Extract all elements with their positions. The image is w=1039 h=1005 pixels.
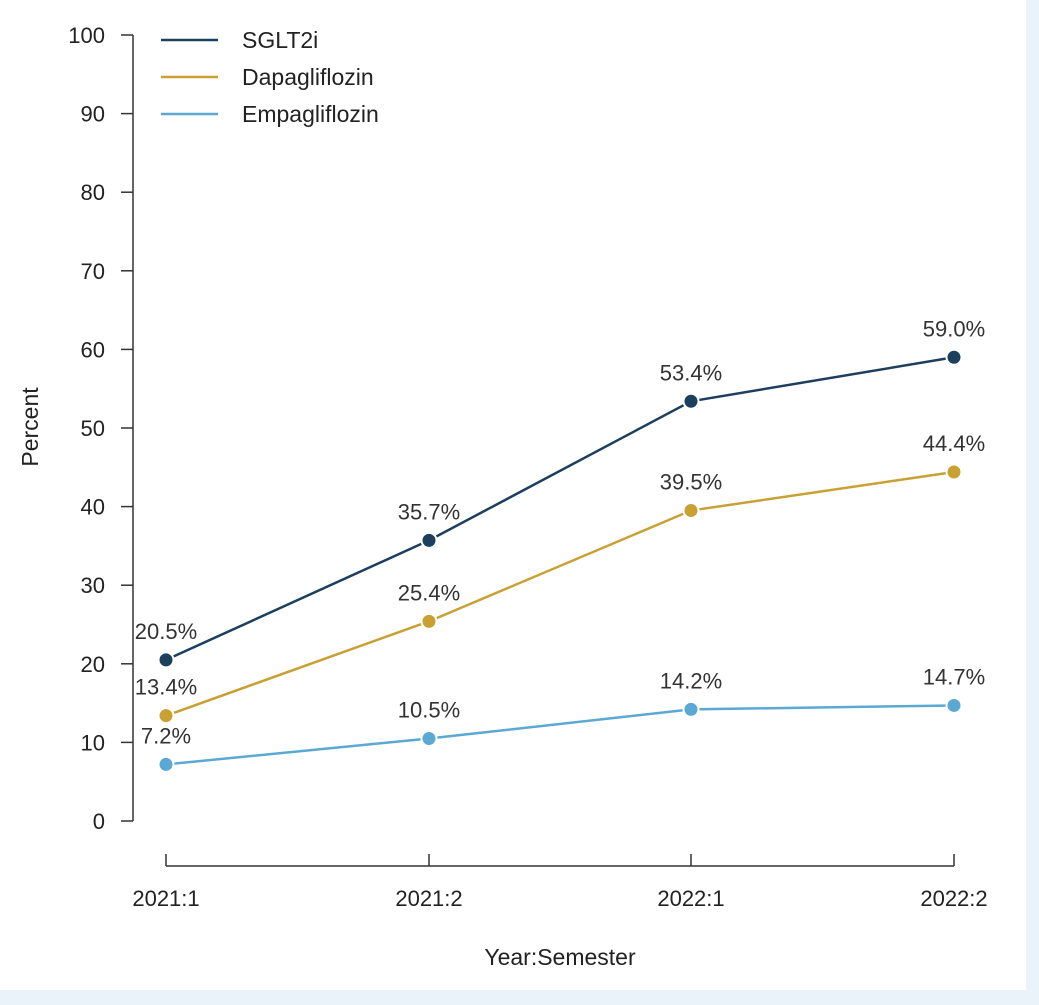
y-axis-title: Percent [17, 387, 43, 467]
y-tick-label: 40 [81, 495, 105, 520]
y-tick-label: 80 [81, 180, 105, 205]
legend: SGLT2i Dapagliflozin Empagliflozin [161, 27, 379, 127]
series-line [165, 704, 955, 766]
data-point [945, 463, 963, 481]
data-point [945, 696, 963, 714]
data-point [157, 707, 175, 725]
legend-label: SGLT2i [242, 27, 318, 53]
data-label: 14.2% [660, 668, 722, 693]
data-point [157, 755, 175, 773]
x-tick-label: 2021:2 [395, 886, 462, 911]
data-point [420, 729, 438, 747]
series-lines [165, 356, 955, 766]
y-tick-label: 10 [81, 730, 105, 755]
y-tick-label: 70 [81, 259, 105, 284]
data-point [945, 348, 963, 366]
axes: 0 10 20 30 40 50 60 70 80 90 100 2021:1 2021:2 2022:1… [68, 23, 987, 911]
y-tick-label: 100 [68, 23, 105, 48]
y-tick-label: 90 [81, 102, 105, 127]
data-label: 53.4% [660, 360, 722, 385]
y-tick-label: 50 [81, 416, 105, 441]
data-label: 39.5% [660, 470, 722, 495]
y-tick-label: 20 [81, 652, 105, 677]
data-label: 10.5% [398, 697, 460, 722]
y-tick-label: 0 [93, 809, 105, 834]
data-label: 14.7% [923, 664, 985, 689]
x-axis-title: Year:Semester [484, 944, 636, 970]
series-line [165, 356, 955, 662]
legend-label: Dapagliflozin [242, 64, 374, 90]
data-point [157, 651, 175, 669]
chart-panel: 0 10 20 30 40 50 60 70 80 90 100 2021:1 2021:2 2022:1… [0, 0, 1026, 990]
y-tick-label: 30 [81, 573, 105, 598]
x-tick-label: 2021:1 [132, 886, 199, 911]
legend-label: Empagliflozin [242, 101, 379, 127]
data-label: 44.4% [923, 431, 985, 456]
data-point [682, 392, 700, 410]
x-tick-label: 2022:2 [920, 886, 987, 911]
data-labels: 20.5% 35.7% 53.4% 59.0% 13.4% 25.4% 39.5% 44.4%… [135, 316, 985, 748]
data-label: 35.7% [398, 499, 460, 524]
y-tick-label: 60 [81, 337, 105, 362]
data-point [682, 700, 700, 718]
data-label: 20.5% [135, 619, 197, 644]
data-point [420, 612, 438, 630]
series-points [157, 348, 963, 773]
x-tick-label: 2022:1 [657, 886, 724, 911]
series-line [165, 470, 955, 717]
data-point [682, 502, 700, 520]
data-label: 7.2% [141, 723, 191, 748]
data-point [420, 531, 438, 549]
data-label: 25.4% [398, 580, 460, 605]
data-label: 59.0% [923, 316, 985, 341]
data-label: 13.4% [135, 675, 197, 700]
